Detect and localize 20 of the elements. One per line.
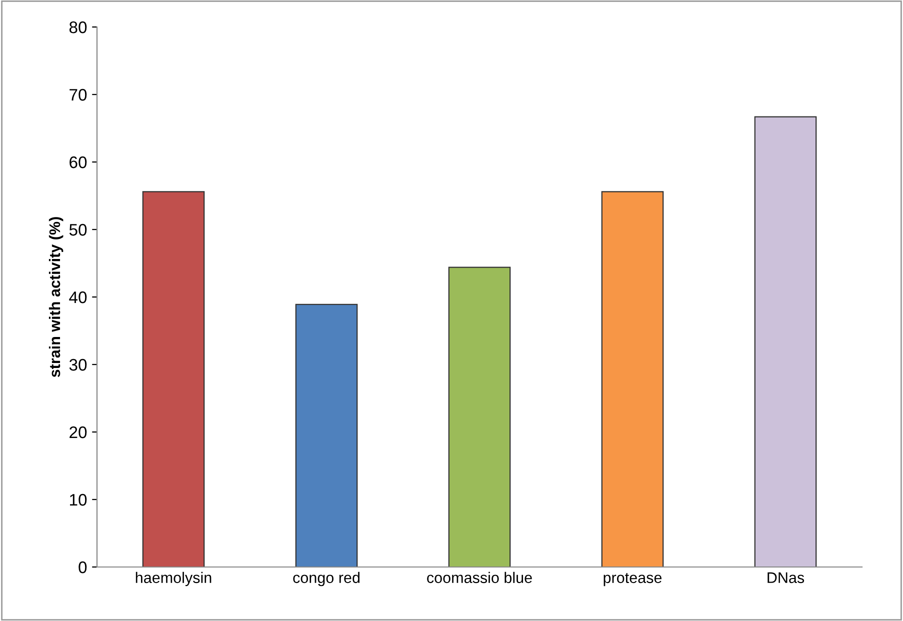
y-tick-label: 40 bbox=[69, 291, 87, 304]
x-tick-label: coomassio blue bbox=[427, 572, 532, 584]
x-tick-label: haemolysin bbox=[136, 572, 212, 586]
y-tick-label: 80 bbox=[69, 21, 87, 34]
bar bbox=[448, 266, 511, 567]
bar bbox=[601, 191, 664, 567]
bar bbox=[754, 116, 817, 567]
x-tick-label: congo red bbox=[293, 572, 360, 586]
bar bbox=[295, 304, 358, 567]
y-tick-label: 50 bbox=[69, 224, 87, 236]
x-tick-label: DNas bbox=[768, 572, 804, 584]
x-tick-label: protease bbox=[604, 573, 662, 586]
y-axis-title: strain with activity (%) bbox=[48, 217, 64, 378]
y-tick-label: 30 bbox=[69, 358, 87, 371]
bar bbox=[142, 191, 205, 567]
y-tick-label: 70 bbox=[70, 88, 87, 101]
y-tick-label: 60 bbox=[70, 156, 87, 168]
y-tick-label: 10 bbox=[70, 494, 87, 506]
y-tick-label: 20 bbox=[70, 426, 87, 438]
y-tick-label: 0 bbox=[78, 561, 87, 574]
